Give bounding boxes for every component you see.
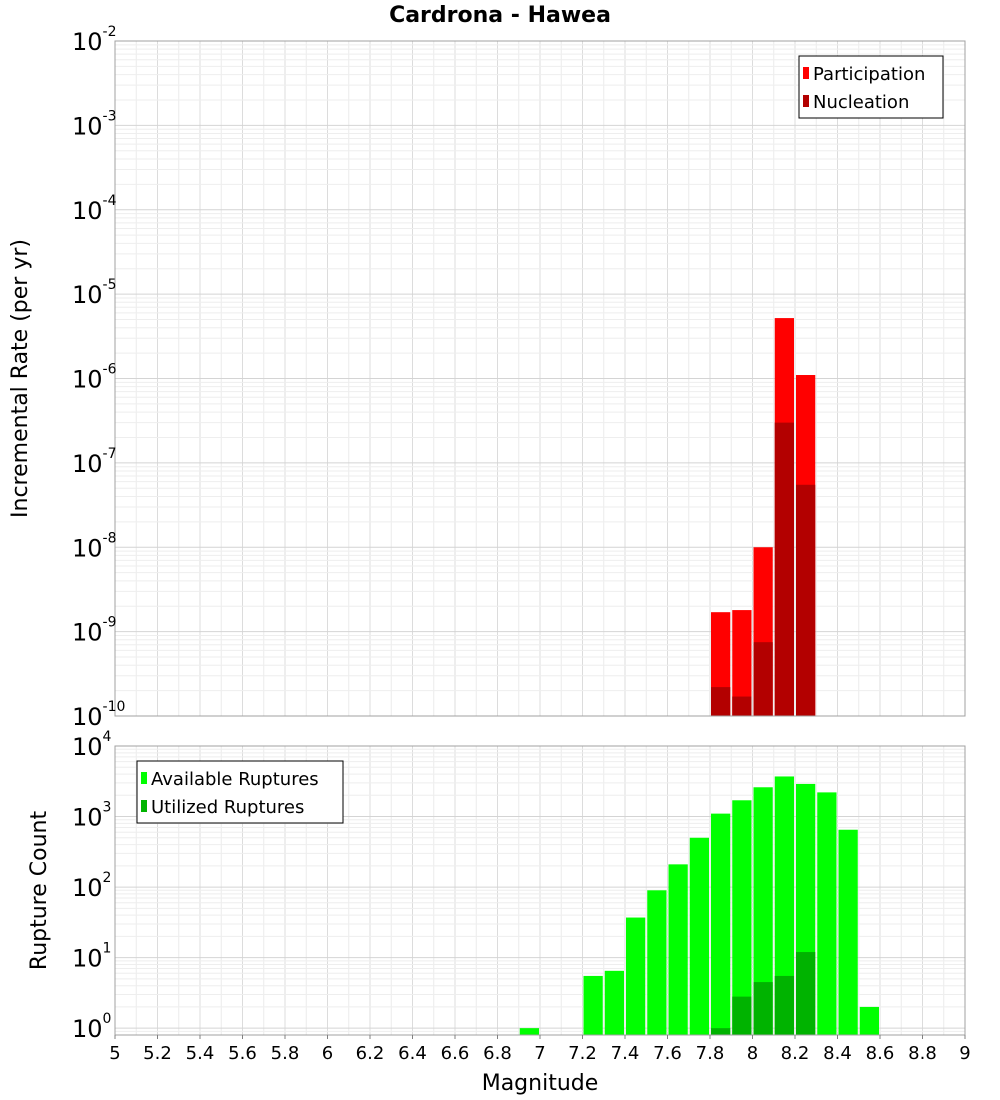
legend-label: Utilized Ruptures (151, 797, 304, 818)
legend-swatch (803, 67, 809, 79)
legend-swatch (141, 772, 147, 784)
rate-bar-nucleation (732, 696, 752, 716)
y-tick-label: 103 (72, 800, 111, 832)
rupture-bar-available-ruptures (859, 1006, 879, 1035)
legend-swatch (803, 95, 809, 107)
rupture-bar-utilized-ruptures (774, 975, 794, 1035)
x-tick-label: 7.4 (611, 1043, 640, 1064)
rate-bar-nucleation (753, 642, 773, 716)
legend-label: Participation (813, 64, 925, 85)
x-tick-label: 8.4 (823, 1043, 852, 1064)
y-tick-label: 10-8 (72, 530, 117, 562)
rupture-bar-utilized-ruptures (796, 952, 816, 1035)
y-axis-label: Rupture Count (27, 811, 52, 971)
x-axis-label: Magnitude (482, 1071, 599, 1096)
x-tick-label: 8.6 (866, 1043, 895, 1064)
x-tick-label: 7.8 (696, 1043, 725, 1064)
x-tick-label: 7 (534, 1043, 545, 1064)
x-tick-label: 6 (322, 1043, 333, 1064)
legend-box (798, 55, 944, 119)
y-axis-label: Incremental Rate (per yr) (8, 239, 33, 518)
rupture-bar-available-ruptures (774, 776, 794, 1035)
rupture-bar-available-ruptures (668, 864, 688, 1035)
rupture-bar-available-ruptures (583, 975, 603, 1035)
rupture-bar-available-ruptures (519, 1028, 539, 1035)
rupture-bar-utilized-ruptures (753, 982, 773, 1035)
x-tick-label: 5.2 (143, 1043, 172, 1064)
x-tick-label: 8.2 (781, 1043, 810, 1064)
rupture-bar-utilized-ruptures (732, 996, 752, 1035)
rupture-bar-available-ruptures (689, 837, 709, 1035)
legend-label: Available Ruptures (151, 769, 319, 790)
rupture-bar-available-ruptures (753, 787, 773, 1035)
x-tick-label: 5.4 (186, 1043, 215, 1064)
y-tick-label: 100 (72, 1011, 111, 1043)
rate-bar-participation (732, 610, 752, 716)
x-tick-label: 6.4 (398, 1043, 427, 1064)
rupture-bar-available-ruptures (838, 829, 858, 1035)
x-tick-label: 7.2 (568, 1043, 597, 1064)
rupture-bar-available-ruptures (604, 970, 624, 1035)
legend-swatch (141, 800, 147, 812)
x-tick-label: 7.6 (653, 1043, 682, 1064)
x-tick-label: 5.8 (271, 1043, 300, 1064)
chart-title: Cardrona - Hawea (389, 3, 611, 28)
rupture-count-panel: 104 103 102 101 100 Rupture Count 5 5.2 5.4 5.6 5.… (27, 729, 971, 1064)
y-tick-label: 10-4 (72, 193, 117, 225)
rate-bar-nucleation (796, 484, 816, 716)
legend-box (136, 760, 344, 824)
y-tick-label: 102 (72, 870, 111, 902)
rupture-bar-available-ruptures (711, 813, 731, 1035)
rupture-bar-available-ruptures (647, 890, 667, 1035)
x-tick-label: 9 (959, 1043, 970, 1064)
x-tick-label: 8.8 (908, 1043, 937, 1064)
rupture-bar-available-ruptures (817, 792, 837, 1035)
legend: Participation Nucleation (798, 55, 944, 119)
rate-bar-nucleation (774, 422, 794, 716)
y-tick-label: 10-10 (72, 699, 125, 731)
y-tick-label: 10-3 (72, 108, 117, 140)
y-tick-label: 10-6 (72, 362, 117, 394)
rupture-bar-utilized-ruptures (711, 1028, 731, 1035)
y-tick-label: 10-9 (72, 615, 117, 647)
y-tick-label: 10-2 (72, 24, 117, 56)
rupture-bar-available-ruptures (732, 800, 752, 1035)
y-tick-label: 104 (72, 729, 112, 761)
x-tick-label: 6.8 (483, 1043, 512, 1064)
x-tick-label: 5.6 (228, 1043, 257, 1064)
x-tick-label: 6.6 (441, 1043, 470, 1064)
x-tick-label: 5 (109, 1043, 120, 1064)
x-tick-label: 6.2 (356, 1043, 385, 1064)
legend: Available Ruptures Utilized Ruptures (136, 760, 344, 824)
y-tick-label: 10-5 (72, 277, 117, 309)
y-tick-label: 10-7 (72, 446, 117, 478)
legend-label: Nucleation (813, 92, 909, 113)
x-tick-label: 8 (747, 1043, 758, 1064)
plot-frame (114, 40, 966, 717)
rate-panel: 10-2 10-3 10-4 10-5 10-6 10-7 10-8 10-9 10-10 Inc… (8, 24, 966, 731)
y-tick-label: 101 (72, 941, 111, 973)
rupture-bar-available-ruptures (626, 917, 646, 1035)
rate-bar-nucleation (711, 687, 731, 716)
